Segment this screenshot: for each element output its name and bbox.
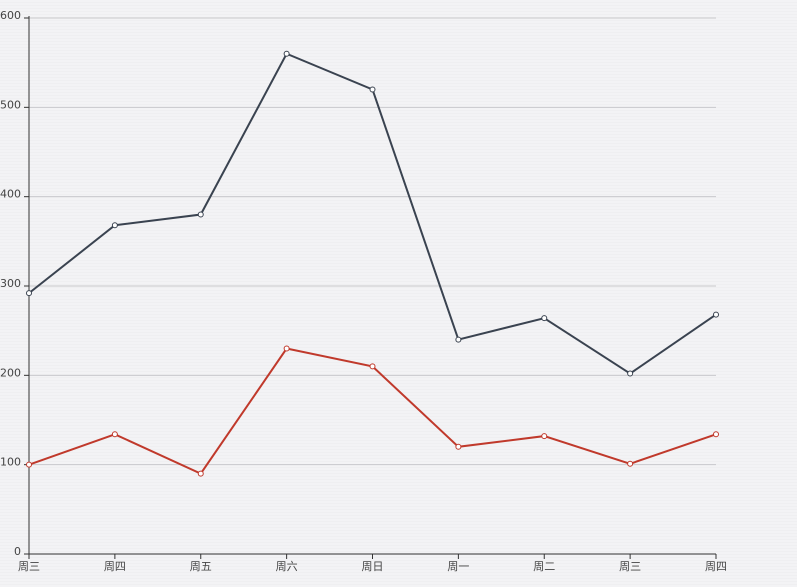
point — [713, 311, 719, 318]
point — [26, 290, 32, 297]
series-line — [28, 52, 717, 375]
point — [111, 431, 118, 438]
point — [26, 461, 32, 468]
x-tick-label: 周五 — [190, 560, 212, 573]
y-tick-label: 0 — [14, 545, 21, 558]
y-tick-label: 500 — [0, 98, 21, 111]
x-tick-label: 周三 — [18, 560, 40, 573]
y-tick-label: 200 — [0, 366, 21, 379]
point — [713, 431, 719, 438]
point — [197, 470, 204, 477]
x-tick-label: 周二 — [533, 560, 555, 573]
point — [627, 370, 634, 377]
point — [197, 211, 204, 218]
point — [369, 86, 376, 93]
point — [455, 443, 462, 450]
y-tick-label: 400 — [0, 188, 21, 201]
x-tick-label: 周四 — [705, 560, 727, 573]
point — [111, 222, 118, 229]
x-tick-label: 周四 — [104, 560, 126, 573]
point — [369, 363, 376, 370]
x-tick-label: 周一 — [447, 560, 469, 573]
point — [283, 50, 290, 57]
y-tick-label: 300 — [0, 277, 21, 290]
point — [627, 460, 634, 467]
y-tick-label: 600 — [0, 9, 21, 22]
x-tick-label: 周日 — [362, 560, 384, 573]
x-tick-label: 周三 — [619, 560, 641, 573]
y-tick-label: 100 — [0, 456, 21, 469]
point — [541, 433, 548, 440]
x-tick-label: 周六 — [276, 560, 298, 573]
point — [541, 315, 548, 322]
point — [283, 345, 290, 352]
point — [455, 336, 462, 343]
